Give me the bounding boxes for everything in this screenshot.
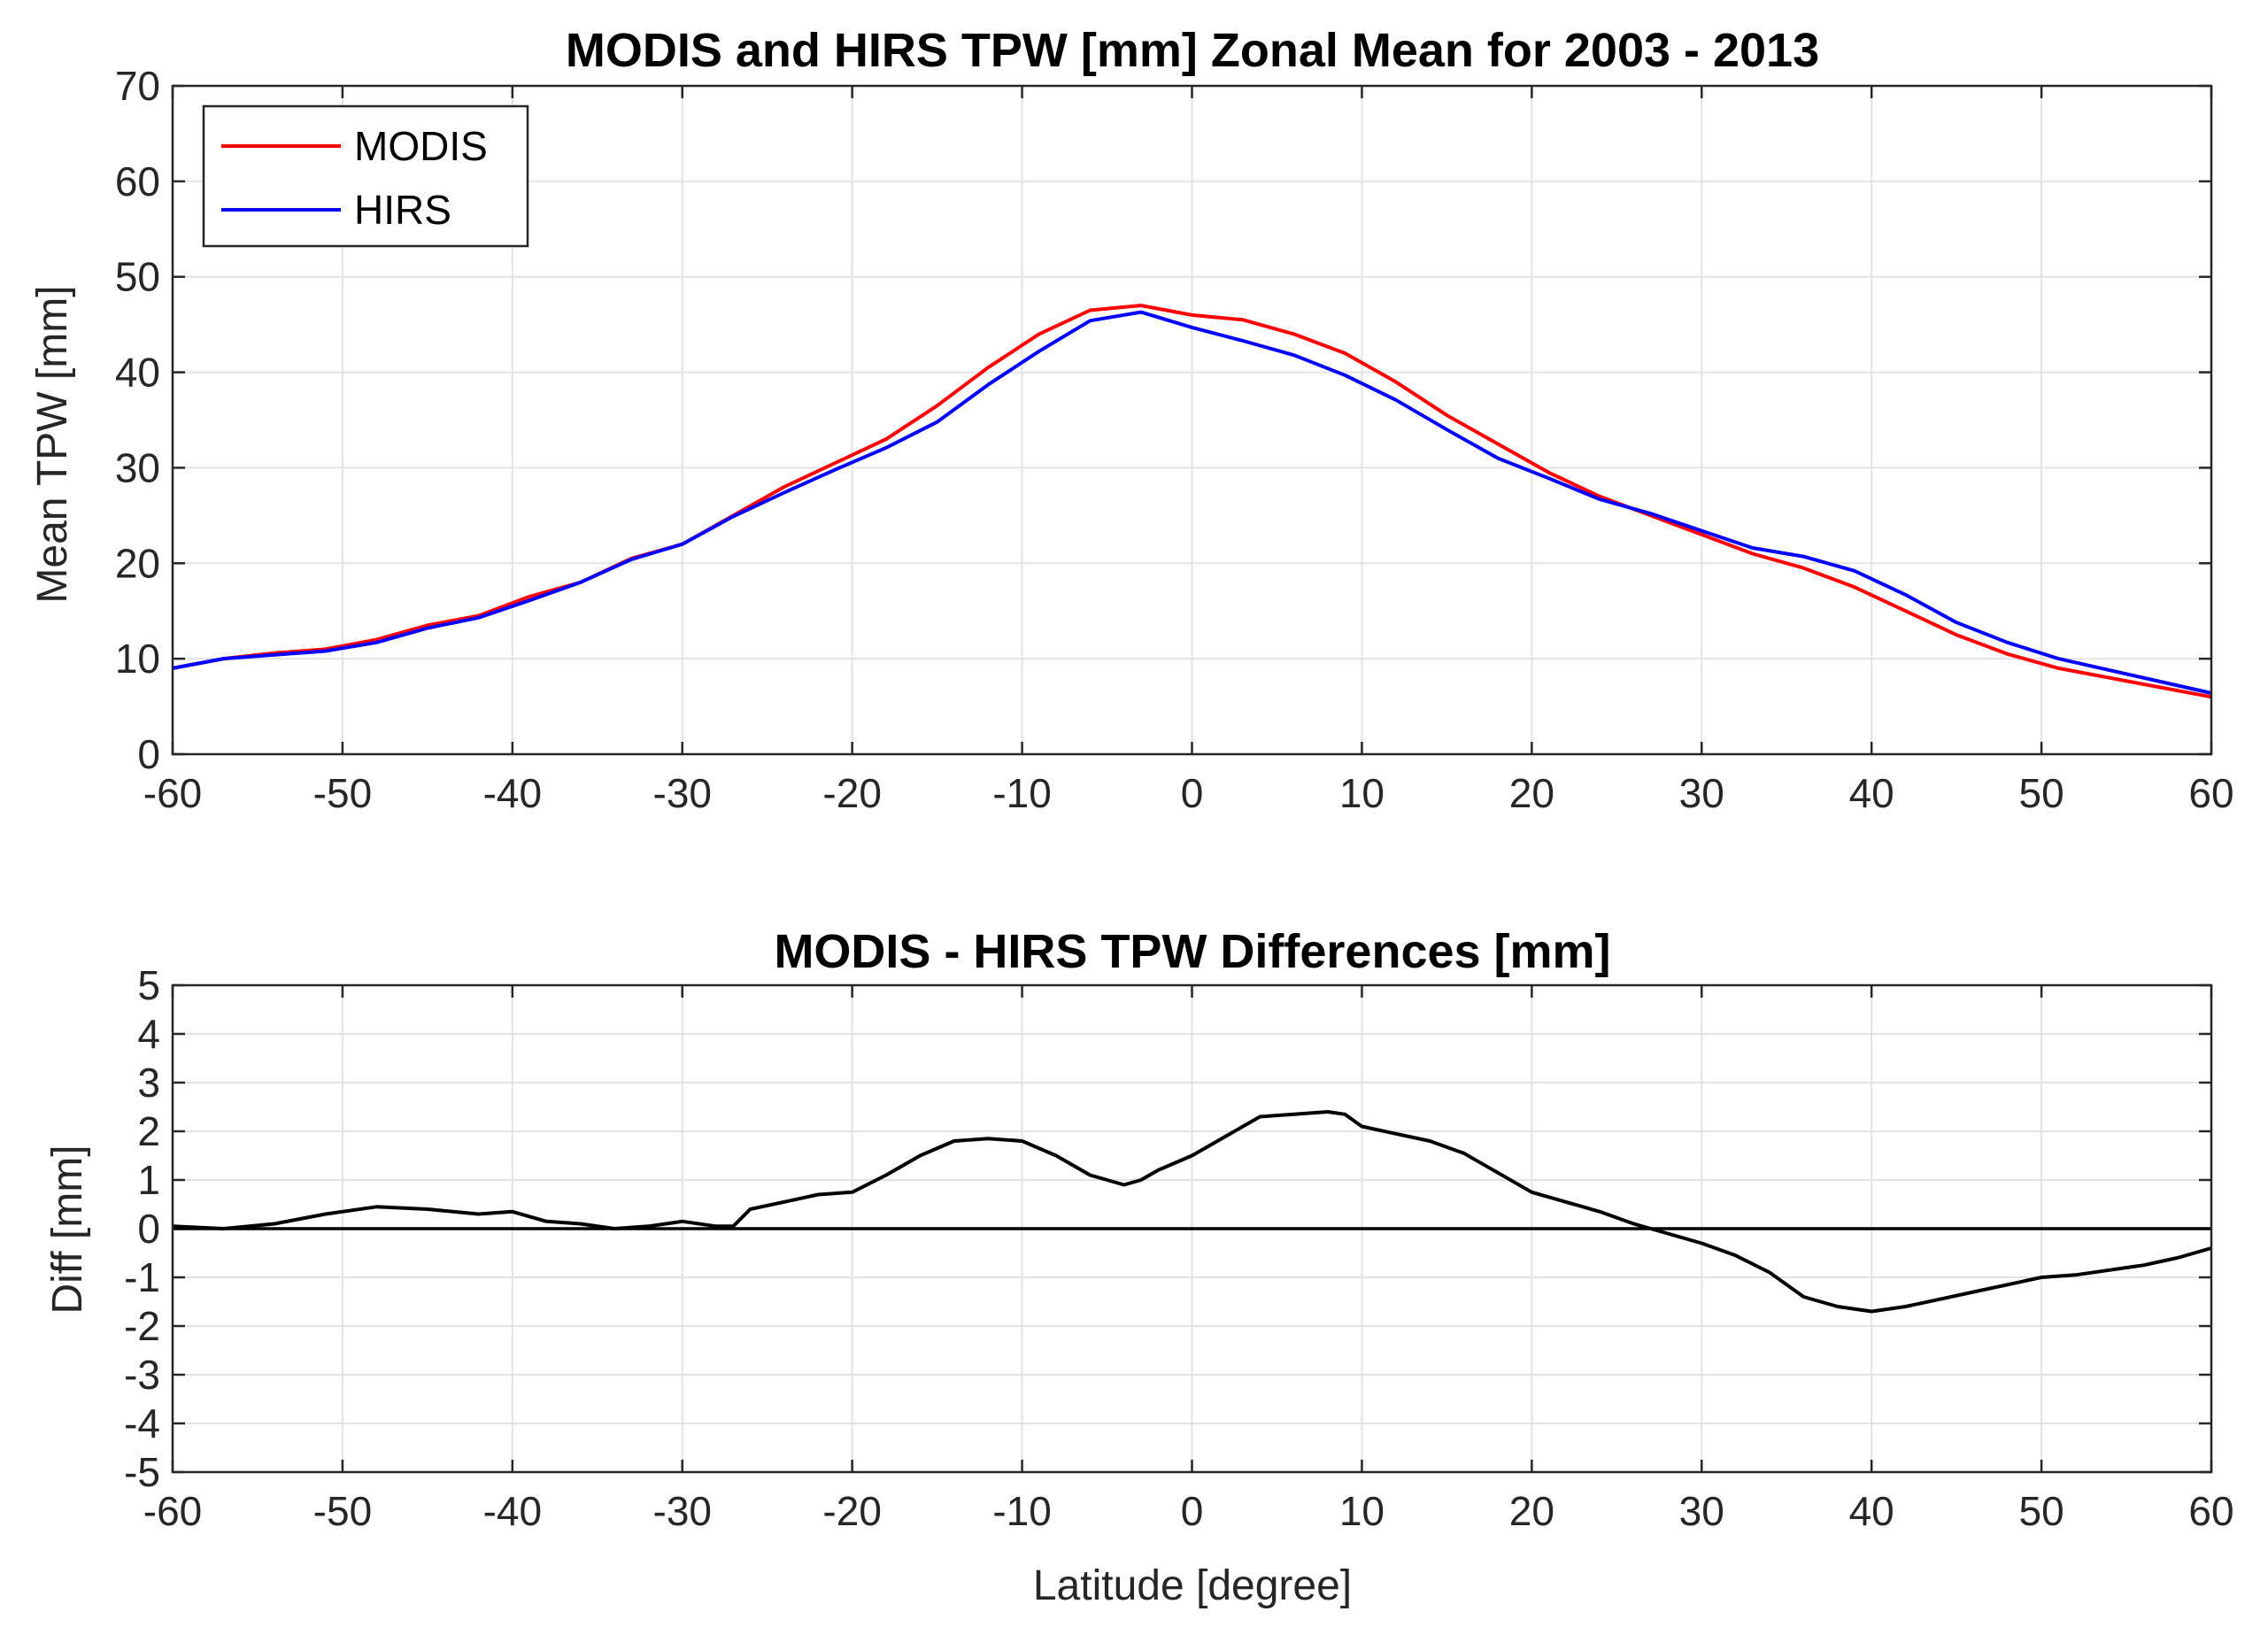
top-y-tick-label: 40 — [115, 350, 160, 396]
top-x-tick-label: 30 — [1679, 770, 1724, 816]
top-x-tick-label: -60 — [143, 770, 202, 816]
bottom-y-tick-label: 5 — [137, 962, 160, 1008]
bottom-x-tick-label: -20 — [822, 1488, 881, 1534]
bottom-y-axis-label: Diff [mm] — [44, 1145, 91, 1314]
bottom-x-tick-label: 50 — [2018, 1488, 2064, 1534]
tpw-difference-panel: MODIS - HIRS TPW Differences [mm] Diff [… — [44, 925, 2234, 1609]
top-x-tick-label: 20 — [1509, 770, 1554, 816]
bottom-y-tick-label: -2 — [124, 1303, 160, 1349]
hirs-series-line — [172, 310, 2212, 695]
bottom-x-tick-label: -50 — [313, 1488, 372, 1534]
top-x-tick-label: -30 — [653, 770, 712, 816]
legend-modis-label: MODIS — [354, 123, 488, 169]
top-x-tick-label: 50 — [2018, 770, 2064, 816]
top-y-tick-label: 50 — [115, 254, 160, 300]
top-x-tick-label: -20 — [822, 770, 881, 816]
bottom-y-tick-label: -3 — [124, 1352, 160, 1398]
bottom-y-tick-label: 3 — [137, 1060, 160, 1106]
top-y-tick-label: 30 — [115, 444, 160, 490]
top-plot-frame — [171, 84, 2213, 756]
bottom-x-tick-label: -60 — [143, 1488, 202, 1534]
top-x-tick-label: -50 — [313, 770, 372, 816]
bottom-x-tick-label: 20 — [1509, 1488, 1554, 1534]
top-x-tick-label: 0 — [1181, 770, 1204, 816]
bottom-y-tick-label: -5 — [124, 1449, 160, 1495]
top-y-tick-label: 70 — [115, 63, 160, 109]
legend: MODIS HIRS — [202, 104, 529, 248]
bottom-x-tick-label: -10 — [992, 1488, 1051, 1534]
bottom-x-axis-label: Latitude [degree] — [1033, 1562, 1352, 1609]
top-y-axis-label: Mean TPW [mm] — [29, 285, 76, 603]
legend-box — [202, 104, 529, 248]
bottom-y-tick-label: 2 — [137, 1108, 160, 1154]
modis-hirs-series-line — [172, 1110, 2212, 1314]
bottom-y-tick-label: -1 — [124, 1254, 160, 1300]
bottom-y-tick-label: 1 — [137, 1157, 160, 1203]
top-y-tick-label: 10 — [115, 636, 160, 682]
top-chart-title: MODIS and HIRS TPW [mm] Zonal Mean for 2… — [566, 24, 1819, 77]
top-x-tick-label: -10 — [992, 770, 1051, 816]
bottom-x-tick-label: 40 — [1849, 1488, 1894, 1534]
bottom-x-tick-label: -40 — [483, 1488, 542, 1534]
top-y-tick-label: 20 — [115, 540, 160, 586]
bottom-plot-frame — [171, 983, 2213, 1474]
bottom-x-tick-label: -30 — [653, 1488, 712, 1534]
bottom-y-tick-label: 4 — [137, 1011, 160, 1057]
top-x-tick-label: 40 — [1849, 770, 1894, 816]
bottom-chart-title: MODIS - HIRS TPW Differences [mm] — [774, 925, 1610, 978]
bottom-x-tick-label: 0 — [1181, 1488, 1204, 1534]
top-y-tick-label: 60 — [115, 158, 160, 204]
bottom-y-tick-label: 0 — [137, 1206, 160, 1252]
bottom-x-tick-label: 10 — [1339, 1488, 1385, 1534]
top-x-tick-label: -40 — [483, 770, 542, 816]
top-x-tick-label: 10 — [1339, 770, 1385, 816]
legend-hirs-label: HIRS — [354, 187, 451, 233]
bottom-y-tick-label: -4 — [124, 1400, 160, 1446]
top-x-tick-label: 60 — [2188, 770, 2233, 816]
top-y-tick-label: 0 — [137, 731, 160, 777]
bottom-x-tick-label: 60 — [2188, 1488, 2233, 1534]
bottom-x-tick-label: 30 — [1679, 1488, 1724, 1534]
tpw-zonal-mean-panel: MODIS and HIRS TPW [mm] Zonal Mean for 2… — [29, 24, 2234, 816]
modis-series-line — [172, 304, 2212, 699]
